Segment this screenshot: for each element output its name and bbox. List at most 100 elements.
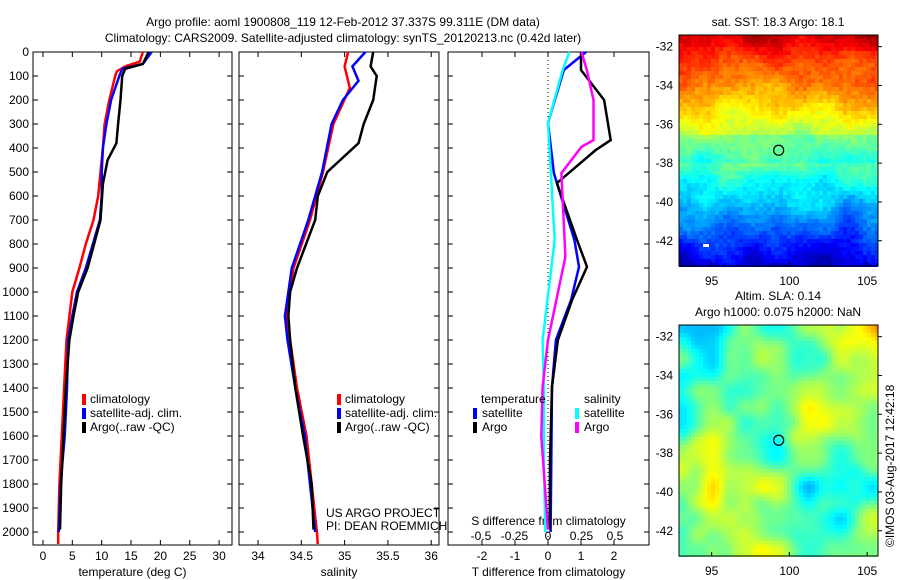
- map-cell: [791, 445, 795, 449]
- map-cell: [763, 179, 767, 183]
- map-cell: [691, 47, 695, 51]
- map-cell: [851, 259, 855, 263]
- map-cell: [839, 485, 843, 489]
- map-cell: [699, 163, 703, 167]
- map-cell: [795, 203, 799, 207]
- map-cell: [699, 429, 703, 433]
- map-cell: [683, 67, 687, 71]
- map-cell: [859, 413, 863, 417]
- map-cell: [823, 465, 827, 469]
- map-cell: [719, 159, 723, 163]
- map-cell: [731, 329, 735, 333]
- map-cell: [715, 183, 719, 187]
- map-cell: [727, 453, 731, 457]
- map-cell: [707, 75, 711, 79]
- map-cell: [711, 353, 715, 357]
- map-cell: [711, 461, 715, 465]
- map-cell: [683, 159, 687, 163]
- map-cell: [851, 103, 855, 107]
- map-cell: [863, 263, 867, 267]
- map-cell: [727, 179, 731, 183]
- map-cell: [747, 207, 751, 211]
- map-cell: [823, 207, 827, 211]
- map-cell: [775, 103, 779, 107]
- map-cell: [835, 103, 839, 107]
- map-cell: [815, 139, 819, 143]
- map-cell: [867, 255, 871, 259]
- map-cell: [711, 485, 715, 489]
- map-cell: [875, 247, 879, 251]
- map-cell: [803, 175, 807, 179]
- map-cell: [783, 71, 787, 75]
- map-cell: [823, 159, 827, 163]
- map-cell: [855, 199, 859, 203]
- map-cell: [823, 247, 827, 251]
- map-cell: [739, 477, 743, 481]
- map-cell: [747, 345, 751, 349]
- map-cell: [687, 155, 691, 159]
- map-cell: [699, 203, 703, 207]
- map-cell: [679, 441, 683, 445]
- map-cell: [763, 219, 767, 223]
- map-cell: [835, 59, 839, 63]
- map-cell: [755, 413, 759, 417]
- map-cell: [875, 477, 879, 481]
- map-cell: [791, 425, 795, 429]
- map-cell: [747, 175, 751, 179]
- map-cell: [735, 83, 739, 87]
- map-cell: [847, 67, 851, 71]
- map-cell: [771, 115, 775, 119]
- map-cell: [779, 235, 783, 239]
- map-cell: [683, 381, 687, 385]
- map-cell: [795, 195, 799, 199]
- map-cell: [803, 51, 807, 55]
- map-cell: [743, 247, 747, 251]
- map-cell: [687, 39, 691, 43]
- map-cell: [727, 163, 731, 167]
- map-cell: [823, 263, 827, 267]
- map-cell: [735, 433, 739, 437]
- map-cell: [779, 473, 783, 477]
- map-cell: [755, 247, 759, 251]
- map-cell: [843, 47, 847, 51]
- map-cell: [835, 195, 839, 199]
- map-cell: [803, 223, 807, 227]
- map-cell: [691, 163, 695, 167]
- map-cell: [771, 441, 775, 445]
- map-cell: [779, 107, 783, 111]
- map-cell: [847, 357, 851, 361]
- map-cell: [739, 457, 743, 461]
- map-cell: [771, 195, 775, 199]
- map-cell: [723, 473, 727, 477]
- map-cell: [867, 325, 871, 329]
- map-cell: [731, 485, 735, 489]
- map-cell: [735, 263, 739, 267]
- map-cell: [679, 51, 683, 55]
- map-cell: [871, 131, 875, 135]
- map-cell: [743, 425, 747, 429]
- map-cell: [831, 75, 835, 79]
- map-cell: [811, 223, 815, 227]
- map-cell: [707, 115, 711, 119]
- map-cell: [843, 417, 847, 421]
- map-cell: [759, 345, 763, 349]
- map-cell: [751, 59, 755, 63]
- map-cell: [835, 123, 839, 127]
- map-cell: [759, 179, 763, 183]
- map-cell: [863, 67, 867, 71]
- map-cell: [747, 123, 751, 127]
- map-cell: [691, 195, 695, 199]
- map-cell: [691, 111, 695, 115]
- map-cell: [815, 481, 819, 485]
- map-cell: [799, 349, 803, 353]
- map-cell: [699, 207, 703, 211]
- map-cell: [819, 421, 823, 425]
- map-cell: [771, 167, 775, 171]
- map-cell: [803, 349, 807, 353]
- map-cell: [811, 397, 815, 401]
- map-cell: [807, 175, 811, 179]
- map-cell: [743, 231, 747, 235]
- map-cell: [707, 235, 711, 239]
- map-cell: [707, 353, 711, 357]
- map-cell: [867, 461, 871, 465]
